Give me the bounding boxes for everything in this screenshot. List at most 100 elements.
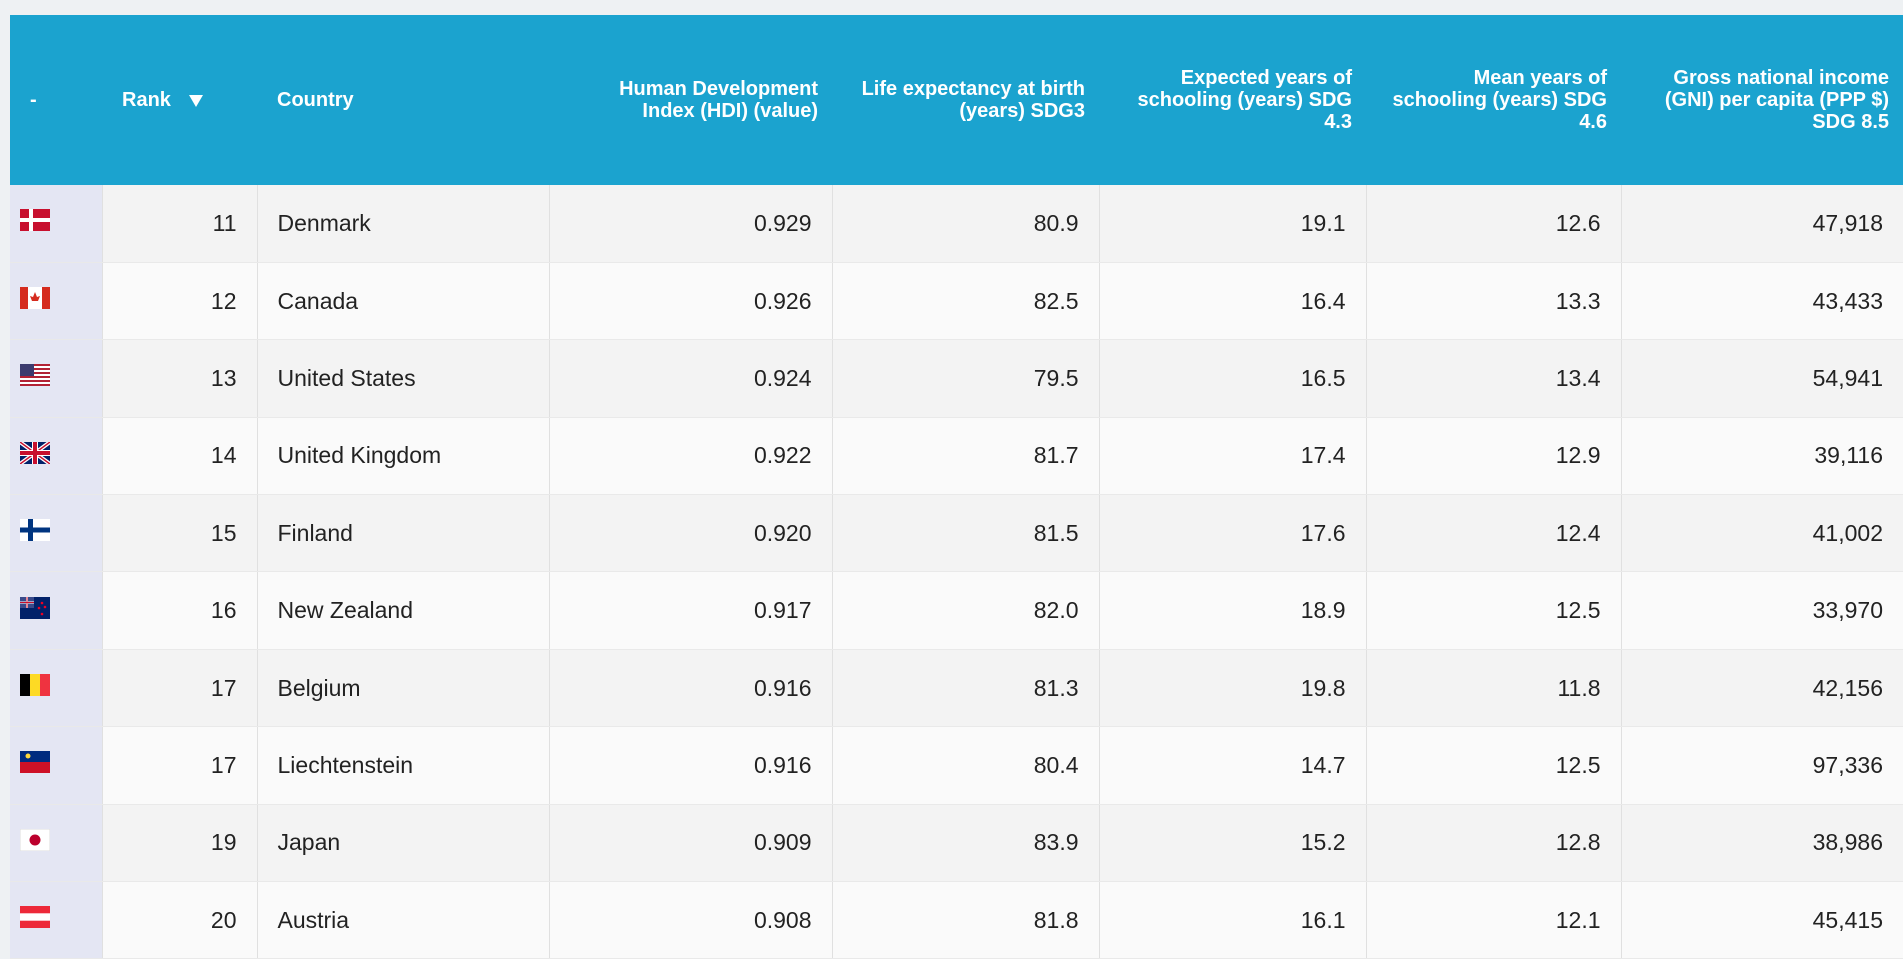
column-header-text: Rank <box>122 89 171 111</box>
value-cell: 80.9 <box>831 185 1099 263</box>
country-cell: Denmark <box>256 185 549 263</box>
value-cell: 0.926 <box>548 262 832 341</box>
country-cell: United Kingdom <box>256 417 549 496</box>
value-cell: 16.5 <box>1098 339 1366 418</box>
flag-icon <box>18 440 52 469</box>
column-header[interactable]: Human Development Index (HDI) (value) <box>549 15 832 185</box>
value-cell: 82.5 <box>831 262 1099 341</box>
value-cell: 81.5 <box>831 494 1099 573</box>
sort-arrow[interactable] <box>188 94 203 107</box>
flag-cell <box>10 494 102 573</box>
value-cell: 12.8 <box>1365 804 1621 883</box>
table-row: 17 Belgium 0.916 81.3 19.8 11.8 42,156 <box>10 649 1903 728</box>
table-header: - Rank Country Human Development Index (HDI… <box>10 15 1903 185</box>
country-cell: Canada <box>256 262 549 341</box>
flag-icon <box>20 751 50 778</box>
rank-cell: 11 <box>101 185 257 263</box>
flag-icon <box>19 828 51 856</box>
flag-icon <box>20 364 50 391</box>
value-cell: 15.2 <box>1098 804 1366 883</box>
header-row: - Rank Country Human Development Index (HDI… <box>10 15 1903 185</box>
table-row: 12 Canada 0.926 82.5 16.4 13.3 43,433 <box>10 262 1903 341</box>
value-cell: 19.1 <box>1098 185 1366 263</box>
table-row: 11 Denmark 0.929 80.9 19.1 12.6 47,918 <box>10 185 1903 263</box>
column-header[interactable]: Rank <box>102 15 257 185</box>
table-row: 15 Finland 0.920 81.5 17.6 12.4 41,002 <box>10 494 1903 573</box>
country-cell: Belgium <box>256 649 549 728</box>
column-header-text: Country <box>277 89 354 111</box>
column-header[interactable]: Mean years of schooling (years) SDG 4.6 <box>1366 15 1621 185</box>
column-header-text: - <box>30 89 37 111</box>
value-cell: 0.929 <box>548 185 832 263</box>
value-cell: 14.7 <box>1098 726 1366 805</box>
country-cell: Japan <box>256 804 549 883</box>
rank-cell: 13 <box>101 339 257 418</box>
table-row: 14 United Kingdom 0.922 81.7 17.4 12.9 39,116 <box>10 417 1903 496</box>
rank-cell: 14 <box>101 417 257 496</box>
value-cell: 79.5 <box>831 339 1099 418</box>
value-cell: 12.1 <box>1365 881 1621 959</box>
column-header[interactable]: Life expectancy at birth (years) SDG3 <box>832 15 1099 185</box>
value-cell: 0.908 <box>548 881 832 959</box>
value-cell: 39,116 <box>1620 417 1903 496</box>
rank-cell: 19 <box>101 804 257 883</box>
value-cell: 17.4 <box>1098 417 1366 496</box>
flag-icon <box>20 596 50 624</box>
rank-cell: 20 <box>101 881 257 959</box>
value-cell: 12.4 <box>1365 494 1621 573</box>
value-cell: 83.9 <box>831 804 1099 883</box>
flag-icon <box>20 209 50 236</box>
value-cell: 42,156 <box>1620 649 1903 728</box>
flag-cell <box>10 185 102 263</box>
value-cell: 16.1 <box>1098 881 1366 959</box>
value-cell: 45,415 <box>1620 881 1903 959</box>
column-header[interactable]: Expected years of schooling (years) SDG … <box>1099 15 1366 185</box>
flag-cell <box>10 726 102 805</box>
flag-cell <box>10 262 102 341</box>
value-cell: 11.8 <box>1365 649 1621 728</box>
country-cell: Austria <box>256 881 549 959</box>
flag-icon <box>20 287 50 314</box>
value-cell: 0.920 <box>548 494 832 573</box>
column-header-text: Gross national income (GNI) per capita (… <box>1664 67 1889 133</box>
value-cell: 0.924 <box>548 339 832 418</box>
value-cell: 80.4 <box>831 726 1099 805</box>
rank-cell: 15 <box>101 494 257 573</box>
flag-cell <box>10 649 102 728</box>
country-cell: Finland <box>256 494 549 573</box>
value-cell: 47,918 <box>1620 185 1903 263</box>
column-header: - <box>10 15 102 185</box>
flag-cell <box>10 804 102 883</box>
table-container: - Rank Country Human Development Index (HDI… <box>10 15 1903 959</box>
value-cell: 43,433 <box>1620 262 1903 341</box>
value-cell: 18.9 <box>1098 571 1366 650</box>
value-cell: 12.9 <box>1365 417 1621 496</box>
rank-cell: 17 <box>101 726 257 805</box>
column-header-text: Life expectancy at birth (years) SDG3 <box>861 78 1085 122</box>
country-cell: United States <box>256 339 549 418</box>
value-cell: 38,986 <box>1620 804 1903 883</box>
country-cell: Liechtenstein <box>256 726 549 805</box>
value-cell: 0.917 <box>548 571 832 650</box>
rank-cell: 16 <box>101 571 257 650</box>
rank-cell: 12 <box>101 262 257 341</box>
value-cell: 0.916 <box>548 649 832 728</box>
flag-cell <box>10 881 102 959</box>
flag-icon <box>20 519 50 546</box>
rank-cell: 17 <box>101 649 257 728</box>
table-row: 20 Austria 0.908 81.8 16.1 12.1 45,415 <box>10 881 1903 959</box>
column-header[interactable]: Gross national income (GNI) per capita (… <box>1621 15 1903 185</box>
table-row: 19 Japan 0.909 83.9 15.2 12.8 38,986 <box>10 804 1903 883</box>
column-header-text: Mean years of schooling (years) SDG 4.6 <box>1392 67 1608 133</box>
flag-icon <box>20 906 50 933</box>
value-cell: 13.4 <box>1365 339 1621 418</box>
column-header[interactable]: Country <box>257 15 549 185</box>
value-cell: 82.0 <box>831 571 1099 650</box>
value-cell: 54,941 <box>1620 339 1903 418</box>
value-cell: 33,970 <box>1620 571 1903 650</box>
table-row: 17 Liechtenstein 0.916 80.4 14.7 12.5 97,336 <box>10 726 1903 805</box>
value-cell: 0.909 <box>548 804 832 883</box>
value-cell: 12.6 <box>1365 185 1621 263</box>
flag-cell <box>10 417 102 496</box>
